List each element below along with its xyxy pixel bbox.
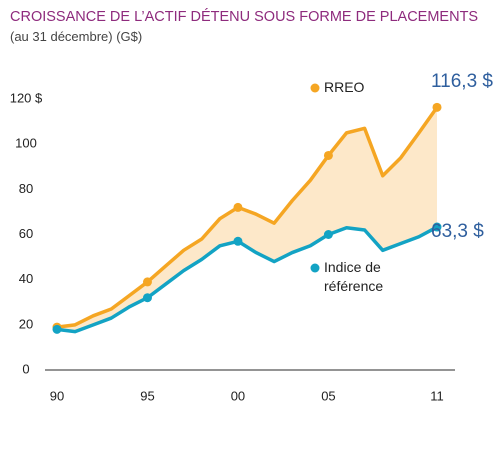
y-tick-label: 80 [19,181,33,196]
x-tick-label: 05 [321,388,335,403]
x-tick-label: 00 [231,388,245,403]
value-label: 116,3 $ [431,71,493,93]
series-line [56,106,439,329]
x-tick-label: 95 [140,388,154,403]
legend-marker [310,263,320,273]
value-label: 63,3 $ [431,221,484,243]
series-line [56,225,438,334]
y-tick-label: 120 $ [10,90,43,105]
x-tick-label: 11 [430,388,444,403]
y-tick-label: 40 [19,271,33,286]
point-marker [52,324,62,334]
band-fill [57,107,437,332]
legend-label: RREO [324,79,365,95]
point-marker [233,236,243,246]
point-marker [323,230,333,239]
legend-label: Indice de référence [324,259,384,294]
chart-title: CROISSANCE DE L’ACTIF DÉTENU SOUS FORME … [10,9,479,25]
point-marker [432,102,442,112]
y-tick-label: 60 [19,226,33,241]
y-tick-label: 0 [22,361,29,376]
legend-marker [310,83,320,93]
y-tick-label: 100 [15,136,37,151]
x-tick-label: 90 [50,388,64,403]
chart-subtitle: (au 31 décembre) (G$) [10,29,143,44]
y-tick-label: 20 [19,316,33,331]
point-marker [142,277,152,287]
point-marker [432,222,442,232]
point-marker [323,150,333,160]
point-marker [233,202,243,212]
point-marker [142,293,152,303]
